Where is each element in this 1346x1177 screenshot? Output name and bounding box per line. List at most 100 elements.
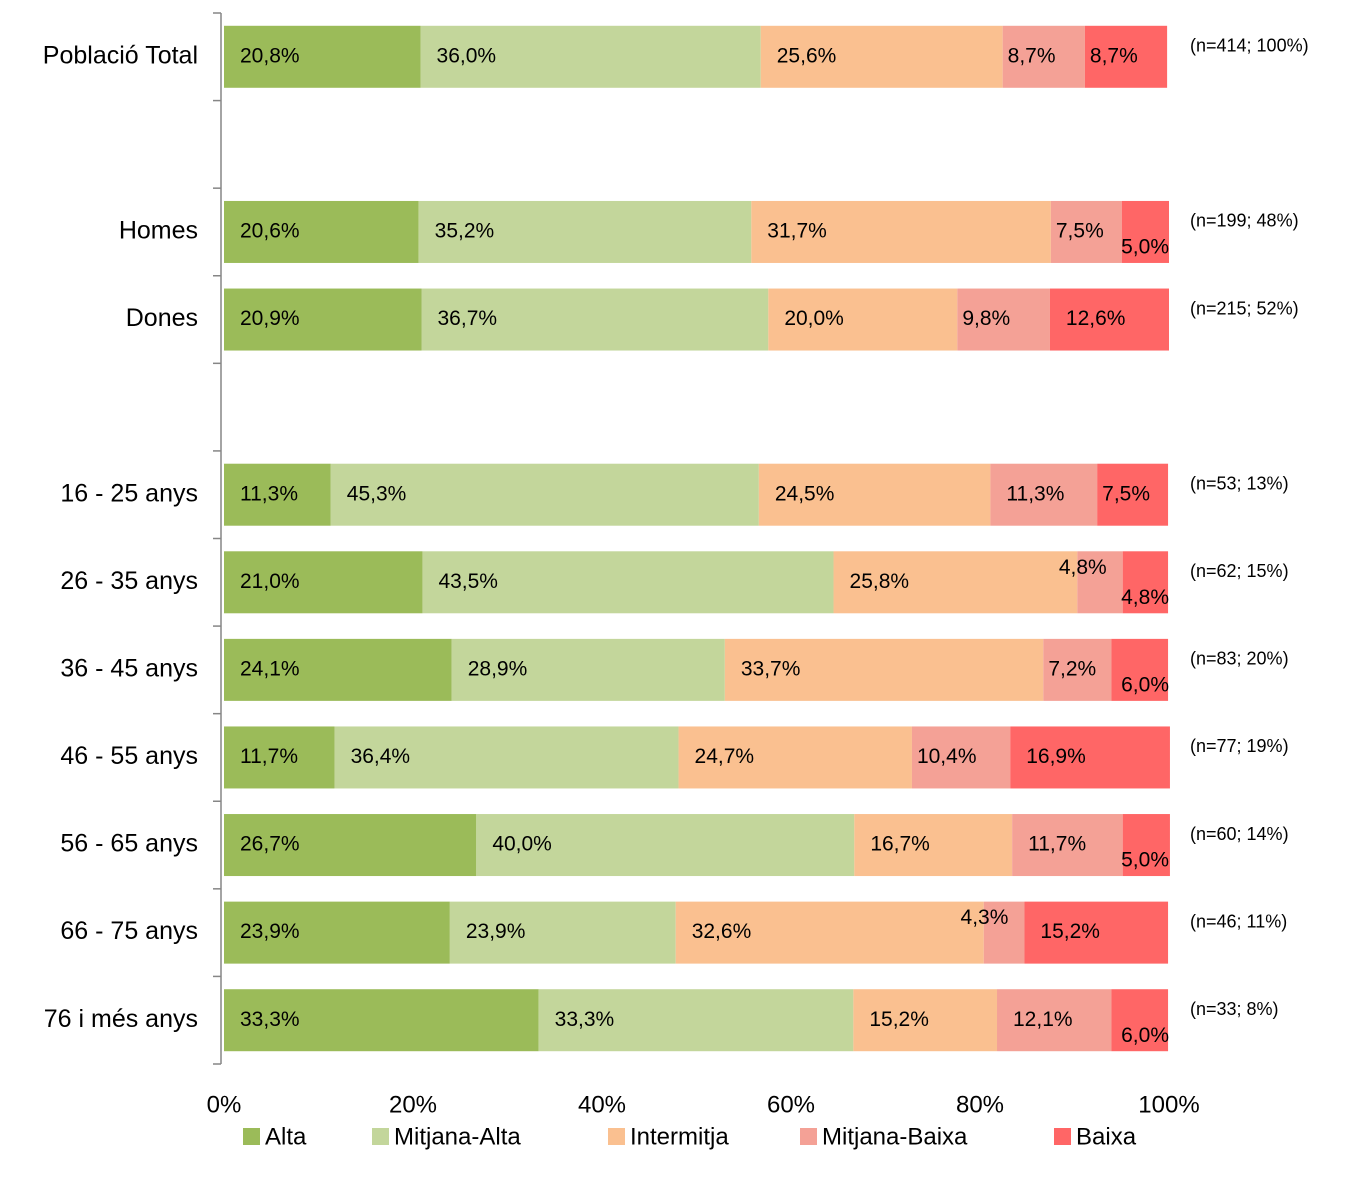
annotation: (n=62; 15%) xyxy=(1190,561,1289,581)
bar-segment xyxy=(1084,25,1168,88)
legend-swatch xyxy=(372,1128,389,1145)
value-label: 25,6% xyxy=(777,44,837,67)
value-label: 24,7% xyxy=(695,745,755,768)
bar-segment xyxy=(224,901,450,964)
bar-segment xyxy=(451,638,725,701)
x-tick-label: 40% xyxy=(578,1091,626,1118)
value-label: 20,6% xyxy=(240,220,300,243)
bar-segment xyxy=(224,25,421,88)
bar-segment xyxy=(768,288,958,351)
bar-segment xyxy=(1121,200,1169,263)
category-label: Població Total xyxy=(43,41,198,69)
bar-segment xyxy=(224,551,423,614)
value-label: 5,0% xyxy=(1121,236,1169,259)
value-label: 35,2% xyxy=(435,220,495,243)
bar-segment xyxy=(675,901,984,964)
bar-segment xyxy=(760,25,1003,88)
value-label: 16,7% xyxy=(870,833,930,856)
annotation: (n=83; 20%) xyxy=(1190,649,1289,669)
value-label: 11,7% xyxy=(240,745,298,768)
value-label: 40,0% xyxy=(492,833,552,856)
value-label: 16,9% xyxy=(1026,745,1086,768)
annotation: (n=33; 8%) xyxy=(1190,999,1279,1019)
value-label: 43,5% xyxy=(438,570,498,593)
bar-segment xyxy=(1043,638,1112,701)
value-label: 12,1% xyxy=(1013,1008,1073,1031)
bar-segment xyxy=(853,989,998,1052)
bar-segment xyxy=(1049,288,1169,351)
annotation: (n=215; 52%) xyxy=(1190,298,1299,318)
bar-segment xyxy=(1077,551,1123,614)
bar-segment xyxy=(1050,200,1122,263)
bar-segment xyxy=(224,288,422,351)
value-label: 33,7% xyxy=(741,657,801,680)
value-label: 6,0% xyxy=(1121,1024,1169,1047)
annotation: (n=46; 11%) xyxy=(1190,911,1287,931)
legend-label: Intermitja xyxy=(630,1123,729,1150)
value-label: 21,0% xyxy=(240,570,300,593)
category-label: Homes xyxy=(119,217,198,245)
bar-segment xyxy=(224,726,335,789)
value-label: 26,7% xyxy=(240,833,300,856)
value-label: 28,9% xyxy=(468,657,528,680)
value-label: 24,1% xyxy=(240,657,300,680)
bar-segment xyxy=(997,989,1112,1052)
bar-segment xyxy=(758,463,991,526)
x-tick-label: 80% xyxy=(956,1091,1004,1118)
value-label: 4,8% xyxy=(1121,586,1169,609)
value-label: 9,8% xyxy=(962,307,1010,330)
value-label: 7,2% xyxy=(1048,657,1096,680)
bar-segment xyxy=(418,200,752,263)
bar-segment xyxy=(1111,638,1169,701)
value-label: 7,5% xyxy=(1056,220,1104,243)
bar-segment xyxy=(1024,901,1169,964)
bar-segment xyxy=(1122,814,1170,877)
value-label: 36,0% xyxy=(437,44,497,67)
value-label: 45,3% xyxy=(347,482,407,505)
value-label: 11,3% xyxy=(1006,482,1064,505)
value-label: 4,3% xyxy=(961,906,1009,929)
annotation: (n=53; 13%) xyxy=(1190,473,1289,493)
value-label: 20,8% xyxy=(240,44,300,67)
value-label: 15,2% xyxy=(1040,920,1100,943)
legend-label: Mitjana-Baixa xyxy=(822,1123,968,1150)
bar-segment xyxy=(1122,551,1169,614)
bar-segment xyxy=(1097,463,1169,526)
value-label: 20,0% xyxy=(784,307,844,330)
bar-segment xyxy=(990,463,1098,526)
annotation: (n=60; 14%) xyxy=(1190,824,1289,844)
bar-segment xyxy=(1010,726,1170,789)
bar-segment xyxy=(224,638,452,701)
value-label: 23,9% xyxy=(240,920,300,943)
value-label: 32,6% xyxy=(692,920,752,943)
annotation: (n=199; 48%) xyxy=(1190,211,1299,231)
bar-segment xyxy=(422,551,834,614)
annotation: (n=414; 100%) xyxy=(1190,36,1309,56)
category-label: 36 - 45 anys xyxy=(60,654,198,682)
legend-label: Baixa xyxy=(1076,1123,1137,1150)
value-label: 33,3% xyxy=(240,1008,300,1031)
value-label: 36,4% xyxy=(351,745,411,768)
value-label: 11,7% xyxy=(1028,833,1086,856)
legend-swatch xyxy=(608,1128,625,1145)
category-label: 76 i més anys xyxy=(44,1005,198,1033)
value-label: 23,9% xyxy=(466,920,526,943)
category-label: 26 - 35 anys xyxy=(60,567,198,595)
value-label: 33,3% xyxy=(555,1008,615,1031)
bar-segment xyxy=(538,989,854,1052)
bar-segment xyxy=(224,989,539,1052)
legend-swatch xyxy=(243,1128,260,1145)
category-label: 46 - 55 anys xyxy=(60,742,198,770)
bar-segment xyxy=(1111,989,1169,1052)
value-label: 5,0% xyxy=(1121,849,1169,872)
value-label: 7,5% xyxy=(1102,482,1150,505)
category-label: 56 - 65 anys xyxy=(60,830,198,858)
value-label: 31,7% xyxy=(767,220,827,243)
value-label: 25,8% xyxy=(850,570,910,593)
legend-label: Mitjana-Alta xyxy=(394,1123,521,1150)
x-tick-label: 100% xyxy=(1138,1091,1199,1118)
bar-segment xyxy=(224,463,331,526)
bar-segment xyxy=(1012,814,1123,877)
annotation: (n=77; 19%) xyxy=(1190,736,1289,756)
